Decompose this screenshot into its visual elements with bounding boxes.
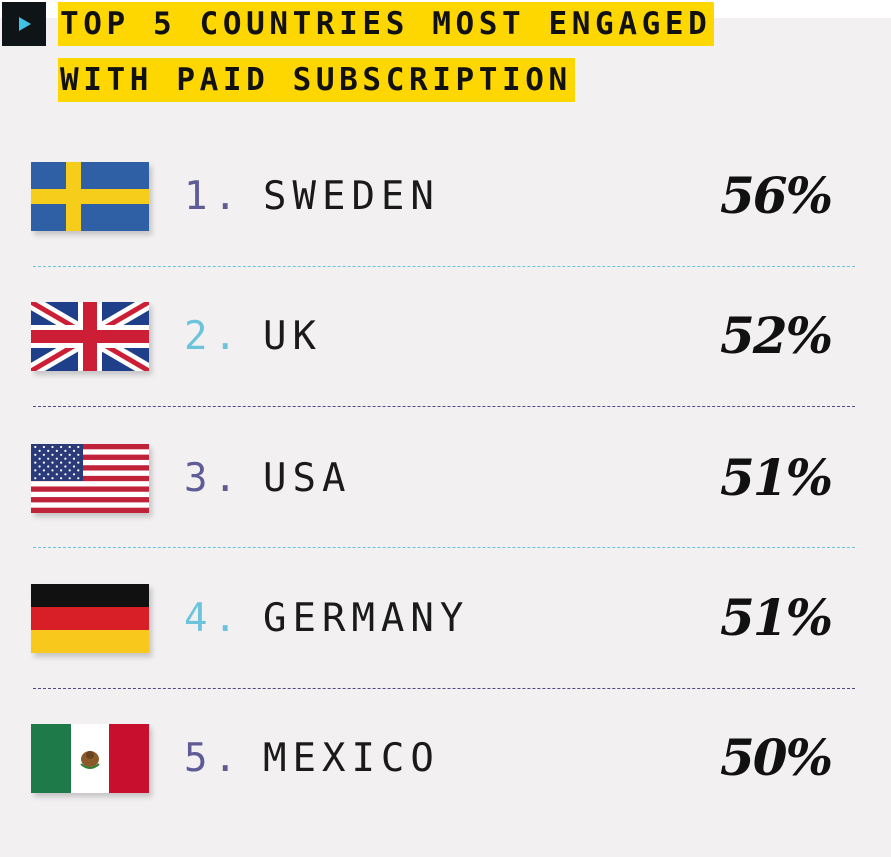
percent-value: 51% [720,588,833,647]
rank-label: 5. [184,736,243,781]
percent-value: 52% [720,306,833,365]
country-name: MEXICO [263,736,440,781]
title-line-2: WITH PAID SUBSCRIPTION [58,58,575,102]
country-name: GERMANY [263,596,470,641]
country-row: 2. UK 52% [0,288,891,388]
percent-value: 56% [720,166,833,225]
country-row: 4. GERMANY 51% [0,570,891,670]
uk-flag-icon [31,302,149,371]
mexico-flag-icon [31,724,149,793]
country-row: 1. SWEDEN 56% [0,148,891,248]
usa-flag-icon [31,444,149,513]
rank-label: 4. [184,596,243,641]
rank-label: 3. [184,456,243,501]
country-row: 5. MEXICO 50% [0,710,891,810]
row-divider [33,688,855,689]
country-name: USA [263,456,352,501]
title-line-1: TOP 5 COUNTRIES MOST ENGAGED [58,2,715,46]
country-name: SWEDEN [263,174,440,219]
country-row: 3. USA 51% [0,430,891,530]
rank-label: 2. [184,314,243,359]
percent-value: 51% [720,448,833,507]
row-divider [33,547,855,548]
germany-flag-icon [31,584,149,653]
row-divider [33,406,855,407]
rank-label: 1. [184,174,243,219]
percent-value: 50% [720,728,833,787]
country-name: UK [263,314,322,359]
infographic-panel [0,18,891,857]
row-divider [33,266,855,267]
play-icon [2,2,46,46]
sweden-flag-icon [31,162,149,231]
